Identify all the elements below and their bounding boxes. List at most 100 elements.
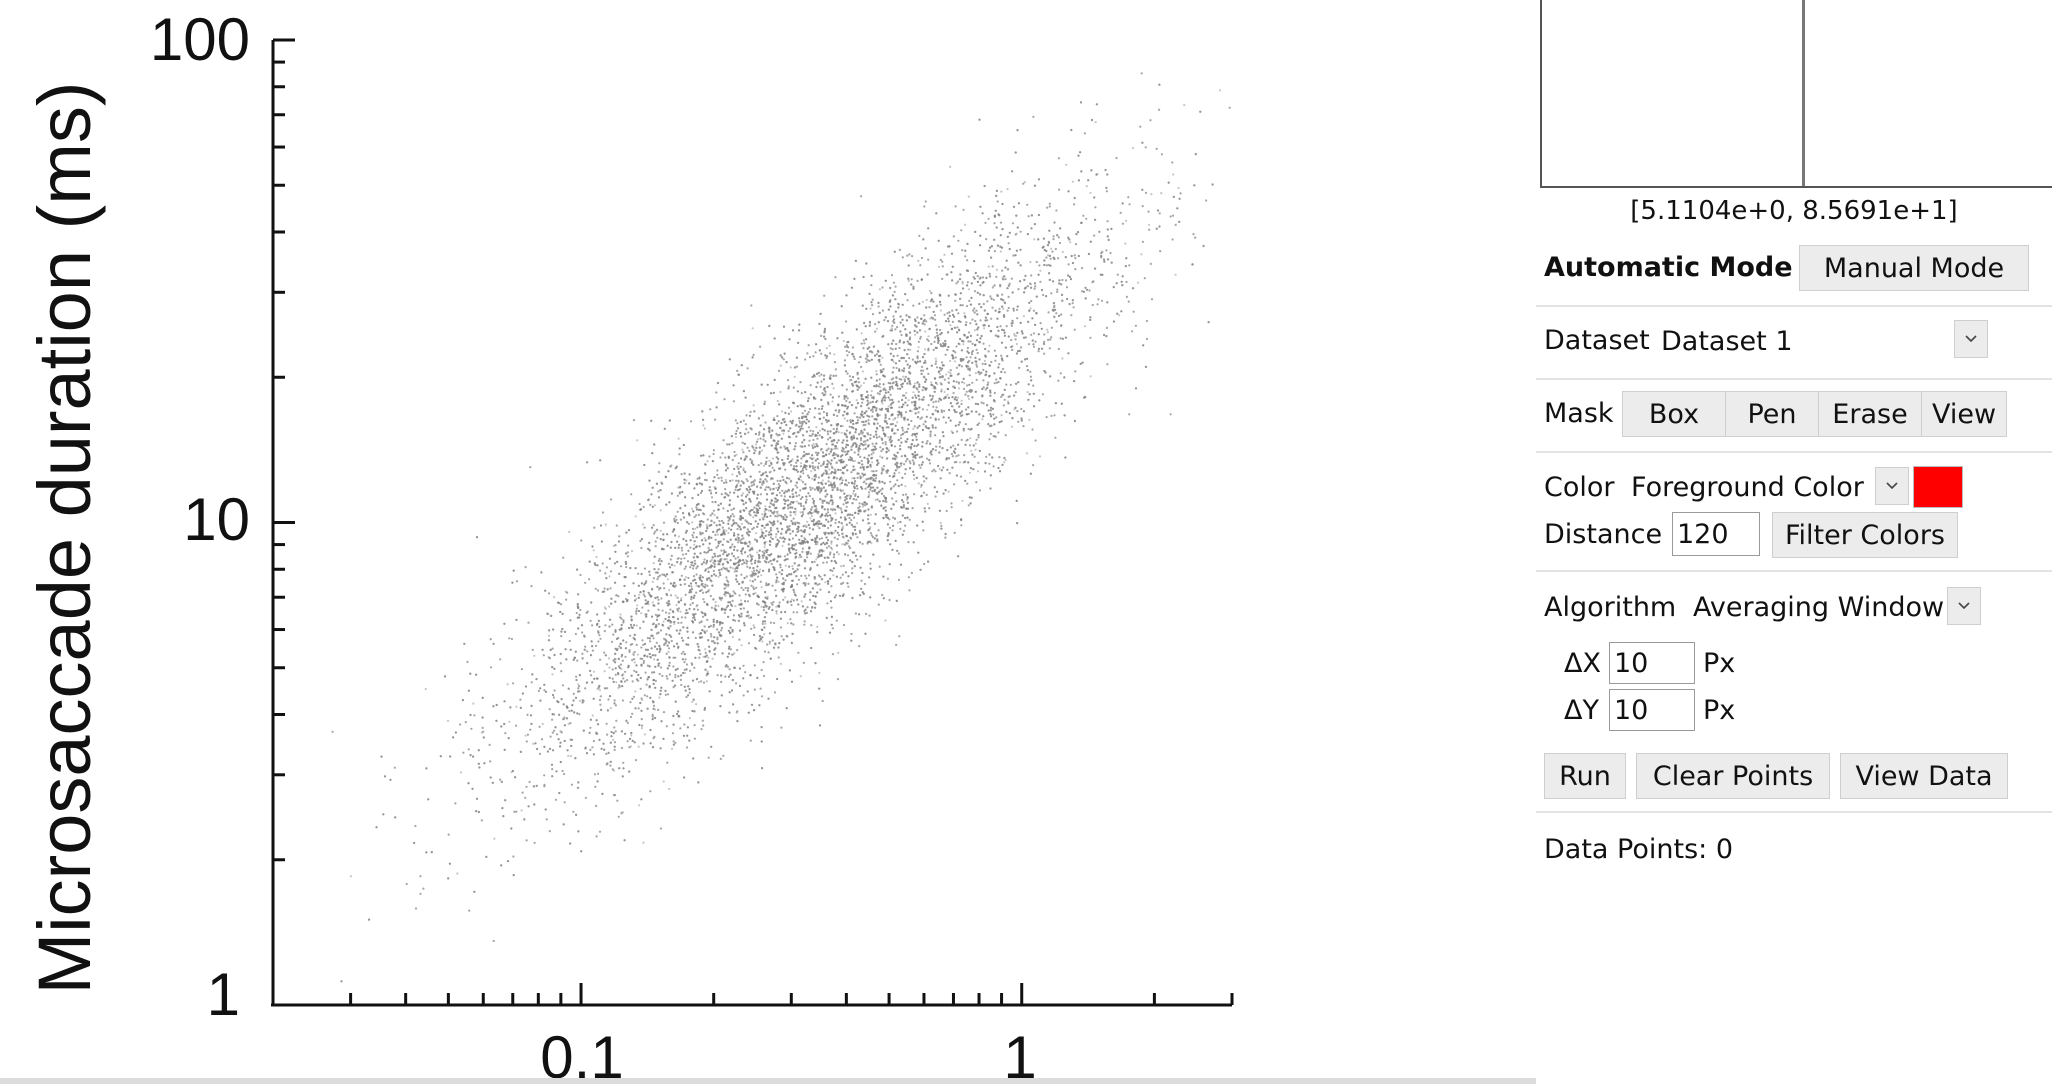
scatter-point [917, 346, 920, 349]
scatter-point [724, 583, 728, 587]
scatter-point [868, 493, 871, 497]
scatter-point [919, 568, 922, 571]
scatter-point [725, 585, 728, 588]
scatter-point [766, 522, 769, 526]
scatter-point [947, 490, 950, 493]
scatter-point [855, 399, 858, 402]
scatter-point [760, 586, 763, 589]
scatter-point [801, 496, 804, 499]
scatter-point [702, 505, 705, 508]
scatter-point [934, 387, 937, 390]
scatter-point [822, 549, 825, 553]
scatter-point [524, 734, 527, 737]
scatter-point [682, 671, 685, 675]
scatter-point [804, 582, 807, 585]
scatter-point [912, 391, 915, 394]
scatter-point [1001, 463, 1004, 466]
scatter-point [988, 374, 991, 377]
scatter-point [857, 461, 860, 464]
scatter-point [837, 651, 840, 655]
scatter-point [987, 265, 990, 268]
scatter-point [718, 554, 722, 557]
scatter-point [617, 686, 620, 690]
scatter-point [1001, 228, 1004, 231]
scatter-point [983, 327, 986, 330]
scatter-point [930, 381, 933, 384]
scatter-point [879, 386, 882, 389]
scatter-point [724, 478, 728, 482]
scatter-point [620, 667, 623, 671]
scatter-point [839, 483, 842, 486]
scatter-point [753, 633, 756, 637]
scatter-point [547, 613, 550, 616]
scatter-point [705, 523, 708, 527]
scatter-point [803, 560, 806, 563]
scatter-point [861, 505, 865, 508]
scatter-point [1089, 191, 1092, 194]
scatter-point [1000, 414, 1003, 417]
scatter-point [907, 380, 911, 383]
scatter-point [859, 466, 862, 469]
scatter-point [1022, 315, 1025, 318]
scatter-point [735, 453, 738, 456]
scatter-point [793, 469, 797, 472]
scatter-point [569, 619, 572, 622]
scatter-point [834, 512, 837, 515]
scatter-point [945, 373, 948, 376]
scatter-point [763, 402, 766, 406]
scatter-point [848, 379, 852, 382]
scatter-point [812, 510, 816, 514]
scatter-point [1028, 418, 1031, 421]
scatter-point [654, 571, 657, 574]
scatter-point [1033, 223, 1036, 226]
scatter-point [859, 555, 862, 558]
scatter-point [796, 455, 799, 458]
scatter-point [821, 479, 824, 482]
scatter-point [885, 471, 888, 475]
scatter-point [940, 388, 943, 391]
scatter-point [760, 449, 764, 452]
scatter-point [662, 737, 665, 741]
scatter-point [1174, 273, 1177, 276]
scatter-point [809, 512, 812, 515]
scatter-point [839, 497, 842, 500]
scatter-point [882, 388, 885, 391]
scatter-point [864, 632, 867, 635]
scatter-point [957, 387, 961, 390]
scatter-point [1148, 223, 1151, 226]
scatter-point [706, 460, 709, 463]
scatter-point [752, 448, 756, 451]
scatter-point [694, 656, 697, 659]
scatter-point [798, 564, 801, 567]
scatter-point [749, 548, 753, 551]
scatter-point [1038, 455, 1042, 458]
scatter-point [999, 250, 1002, 253]
scatter-point [795, 575, 798, 578]
scatter-point [662, 780, 665, 783]
scatter-point [869, 526, 872, 529]
scatter-point [832, 507, 835, 510]
scatter-point [611, 738, 615, 742]
scatter-point [1028, 309, 1031, 312]
scatter-chart: Microsaccade duration (ms) 1 10 100 0.1 … [23, 6, 1234, 1084]
scatter-point [961, 359, 964, 362]
scatter-point [755, 532, 758, 535]
scatter-point [880, 466, 884, 469]
scatter-point [731, 473, 734, 476]
scatter-point [900, 414, 903, 417]
plot-canvas[interactable]: Microsaccade duration (ms) 1 10 100 0.1 … [0, 0, 1536, 1084]
scatter-point [878, 288, 882, 291]
scatter-point [609, 707, 612, 710]
scatter-point [1003, 302, 1007, 305]
scatter-point [824, 581, 827, 584]
scatter-point [768, 459, 771, 462]
scatter-point [770, 461, 773, 465]
scatter-point [888, 300, 891, 303]
scatter-point [793, 375, 796, 378]
scatter-point [827, 473, 830, 476]
scatter-point [830, 470, 834, 474]
scatter-point [746, 615, 749, 618]
scatter-point [775, 612, 778, 615]
scatter-point [907, 279, 910, 282]
scatter-point [734, 592, 737, 596]
